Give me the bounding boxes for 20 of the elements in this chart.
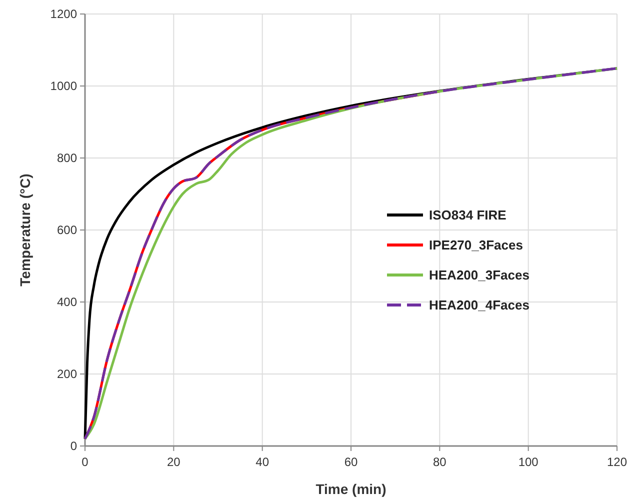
legend-label: ISO834 FIRE <box>429 208 507 223</box>
y-axis-title: Temperature (°C) <box>17 174 33 286</box>
x-tick-label: 40 <box>256 455 270 469</box>
y-tick-label: 200 <box>56 367 78 382</box>
x-axis-title: Time (min) <box>316 481 386 497</box>
legend-label: HEA200_4Faces <box>429 298 530 313</box>
x-tick-label: 80 <box>432 455 447 469</box>
legend-label: HEA200_3Faces <box>429 268 530 283</box>
x-tick-label: 120 <box>606 455 628 469</box>
y-tick-label: 0 <box>70 439 78 454</box>
y-tick-label: 1200 <box>50 7 78 22</box>
y-tick-label: 600 <box>56 223 78 238</box>
y-tick-label: 800 <box>56 151 78 166</box>
legend-label: IPE270_3Faces <box>429 238 523 253</box>
x-tick-label: 100 <box>518 455 539 469</box>
y-tick-label: 1000 <box>50 79 78 94</box>
x-tick-label: 0 <box>82 455 89 469</box>
x-tick-label: 60 <box>344 455 358 469</box>
x-tick-label: 20 <box>166 455 181 469</box>
y-tick-label: 400 <box>56 295 78 310</box>
